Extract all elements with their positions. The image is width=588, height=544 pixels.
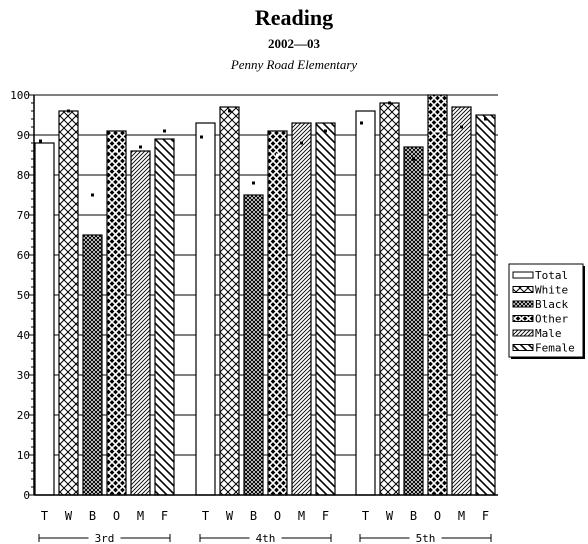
bar-label: M <box>137 509 144 523</box>
group-label-4th: 4th <box>256 532 276 544</box>
legend-swatch-other <box>512 315 534 322</box>
bar-total-3rd <box>34 142 55 496</box>
y-tick-label: 40 <box>17 329 30 342</box>
marker-total-4th <box>200 135 203 139</box>
markers <box>39 101 487 197</box>
marker-other-5th <box>436 129 439 133</box>
school-name: Penny Road Elementary <box>230 57 358 72</box>
marker-white-5th <box>388 101 391 105</box>
bar-male-3rd <box>130 150 151 496</box>
bar-white-4th <box>219 106 240 496</box>
bar-label: F <box>322 509 329 523</box>
bar-black-4th <box>243 194 264 496</box>
marker-total-3rd <box>39 139 42 143</box>
marker-black-4th <box>252 181 255 185</box>
bar-label: M <box>298 509 305 523</box>
bar-female-5th <box>475 114 496 496</box>
marker-other-3rd <box>115 149 118 153</box>
legend-swatch-white <box>512 286 534 293</box>
y-tick-label: 70 <box>17 209 30 222</box>
legend-swatch-total <box>512 271 534 279</box>
bar-label: O <box>274 509 281 523</box>
chart-title: Reading <box>255 5 333 30</box>
bar-label: O <box>434 509 441 523</box>
bar-white-5th <box>379 102 400 496</box>
bar-label: W <box>386 509 394 523</box>
bar-label: T <box>41 509 48 523</box>
marker-black-5th <box>412 157 415 161</box>
legend-label-black: Black <box>535 298 568 311</box>
marker-male-3rd <box>139 145 142 149</box>
legend-label-total: Total <box>535 269 568 282</box>
group-label-bg <box>409 531 442 544</box>
marker-white-4th <box>228 109 231 113</box>
bar-label: T <box>362 509 369 523</box>
marker-white-3rd <box>67 109 70 113</box>
y-tick-label: 100 <box>10 89 30 102</box>
y-tick-label: 20 <box>17 409 30 422</box>
bar-male-4th <box>291 122 312 496</box>
legend-swatch-black <box>512 300 534 308</box>
y-tick-label: 90 <box>17 129 30 142</box>
bar-other-5th <box>427 94 448 496</box>
bar-other-3rd <box>106 130 127 496</box>
bar-male-5th <box>451 106 472 496</box>
legend-box <box>508 263 584 358</box>
legend-label-female: Female <box>535 342 575 355</box>
bar-female-3rd <box>154 138 175 496</box>
y-tick-label: 10 <box>17 449 30 462</box>
group-label-bg <box>88 531 121 544</box>
chart-subtitle: 2002—03 <box>268 36 321 51</box>
bar-black-5th <box>403 146 424 496</box>
legend-swatch-male <box>512 329 534 337</box>
marker-female-4th <box>324 129 327 133</box>
bar-label: W <box>226 509 234 523</box>
y-tick-label: 0 <box>23 489 30 502</box>
bar-label: T <box>202 509 209 523</box>
marker-total-5th <box>360 121 363 125</box>
bar-label: B <box>89 509 96 523</box>
axis-labels: 0 10 20 30 40 50 60 70 80 90 100 T W B O M F 3rd T W B O M F 4th… <box>10 89 492 544</box>
marker-other-4th <box>276 153 279 157</box>
bar-label: O <box>113 509 120 523</box>
bar-label: B <box>250 509 257 523</box>
marker-black-3rd <box>91 193 94 197</box>
legend-label-other: Other <box>535 313 568 326</box>
bar-total-4th <box>195 122 216 496</box>
marker-male-4th <box>300 141 303 145</box>
bar-label: W <box>65 509 73 523</box>
y-tick-label: 80 <box>17 169 30 182</box>
axes <box>29 94 498 496</box>
group-label-5th: 5th <box>416 532 436 544</box>
bars <box>34 94 496 496</box>
bar-other-4th <box>267 130 288 496</box>
bar-label: F <box>161 509 168 523</box>
y-tick-label: 60 <box>17 249 30 262</box>
marker-male-5th <box>460 125 463 129</box>
group-label-3rd: 3rd <box>95 532 115 544</box>
bar-label: F <box>482 509 489 523</box>
bar-white-3rd <box>58 110 79 496</box>
bar-black-3rd <box>82 234 103 496</box>
legend-swatch-female <box>512 344 534 351</box>
group-label-bg <box>249 531 282 544</box>
bar-total-5th <box>355 110 376 496</box>
y-tick-label: 50 <box>17 289 30 302</box>
bar-label: B <box>410 509 417 523</box>
bar-label: M <box>458 509 465 523</box>
bar-female-4th <box>315 122 336 496</box>
legend-label-male: Male <box>535 327 562 340</box>
marker-female-3rd <box>163 129 166 133</box>
y-tick-label: 30 <box>17 369 30 382</box>
legend-label-white: White <box>535 284 568 297</box>
marker-female-5th <box>484 117 487 121</box>
